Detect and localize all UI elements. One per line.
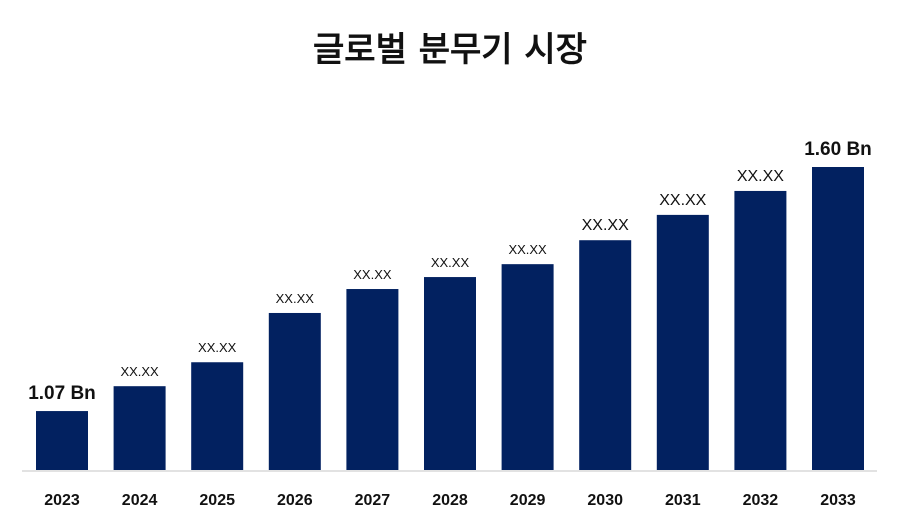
bar-2029 (501, 264, 554, 470)
data-label: XX.XX (508, 242, 547, 257)
data-label: 1.07 Bn (28, 383, 96, 404)
bar-2030 (579, 240, 632, 470)
x-tick-label: 2028 (432, 492, 468, 509)
x-tick-label: 2031 (665, 492, 701, 509)
x-tick-label: 2023 (44, 492, 80, 509)
x-tick-label: 2030 (587, 492, 623, 509)
data-label: XX.XX (431, 255, 470, 270)
bar-2033 (812, 167, 864, 470)
chart-title: 글로벌 분무기 시장 (313, 30, 587, 70)
x-tick-label: 2027 (355, 492, 391, 509)
data-label: XX.XX (120, 364, 159, 379)
bar-2024 (113, 386, 166, 470)
bar-2023 (36, 411, 88, 470)
data-label: XX.XX (276, 291, 315, 306)
x-tick-label: 2032 (743, 492, 779, 509)
bar-2031 (656, 214, 709, 470)
data-label: 1.60 Bn (804, 139, 872, 160)
data-label: XX.XX (659, 192, 706, 209)
bar-2026 (268, 312, 321, 470)
x-tick-label: 2029 (510, 492, 546, 509)
x-tick-label: 2024 (122, 492, 158, 509)
x-tick-label: 2033 (820, 492, 856, 509)
bar-2027 (346, 289, 399, 470)
x-tick-label: 2026 (277, 492, 313, 509)
bar-2025 (191, 362, 244, 470)
data-label: XX.XX (198, 340, 237, 355)
bar-2032 (734, 190, 787, 470)
data-label: XX.XX (737, 168, 784, 185)
bar-2028 (424, 277, 476, 470)
x-tick-label: 2025 (199, 492, 235, 509)
data-label: XX.XX (582, 217, 629, 234)
data-label: XX.XX (353, 267, 392, 282)
